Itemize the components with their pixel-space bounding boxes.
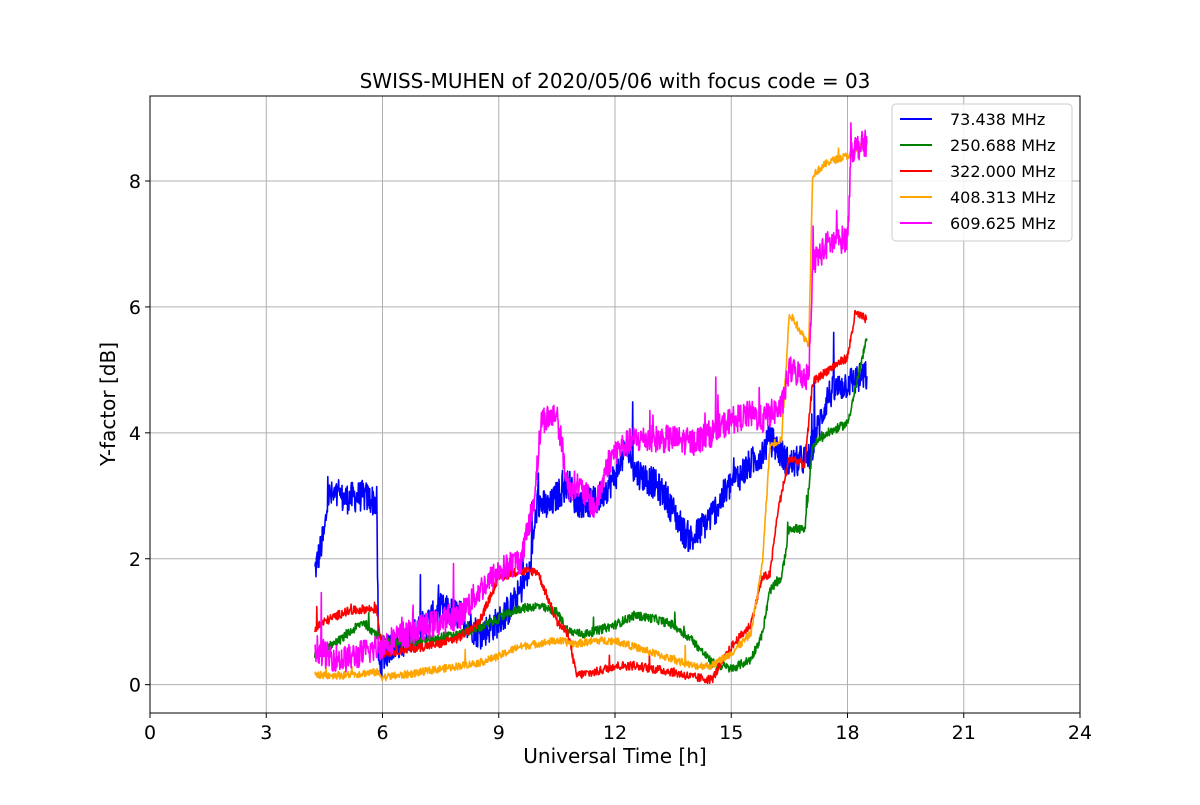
x-axis-label: Universal Time [h]: [523, 744, 706, 768]
x-tick-label: 12: [603, 722, 627, 744]
legend-box: [891, 103, 1073, 242]
x-tick-label: 24: [1068, 722, 1092, 744]
y-axis: 0 2 4 6 8: [129, 171, 150, 697]
y-tick-label: 8: [129, 171, 141, 193]
series-layer: [313, 122, 868, 685]
legend-label: 73.438 MHz: [950, 110, 1045, 129]
y-axis-label: Y-factor [dB]: [96, 342, 120, 467]
y-tick-label: 0: [129, 675, 141, 697]
x-tick-label: 9: [493, 722, 505, 744]
x-tick-label: 21: [952, 722, 976, 744]
legend: 73.438 MHz 250.688 MHz 322.000 MHz 408.313 …: [891, 103, 1073, 242]
series-line: [314, 139, 868, 682]
series-line: [314, 122, 868, 673]
series-line: [313, 309, 868, 685]
x-tick-label: 3: [260, 722, 272, 744]
legend-label: 250.688 MHz: [950, 136, 1055, 155]
legend-label: 609.625 MHz: [950, 214, 1055, 233]
x-tick-label: 0: [144, 722, 156, 744]
x-axis: 0 3 6 9 12 15 18 21 24: [144, 713, 1092, 744]
chart-title: SWISS-MUHEN of 2020/05/06 with focus cod…: [360, 69, 871, 93]
y-tick-label: 2: [129, 549, 141, 571]
y-tick-label: 4: [129, 423, 141, 445]
x-tick-label: 18: [835, 722, 859, 744]
y-tick-label: 6: [129, 297, 141, 319]
x-tick-label: 6: [376, 722, 388, 744]
x-tick-label: 15: [719, 722, 743, 744]
legend-label: 408.313 MHz: [950, 188, 1055, 207]
legend-label: 322.000 MHz: [950, 162, 1055, 181]
